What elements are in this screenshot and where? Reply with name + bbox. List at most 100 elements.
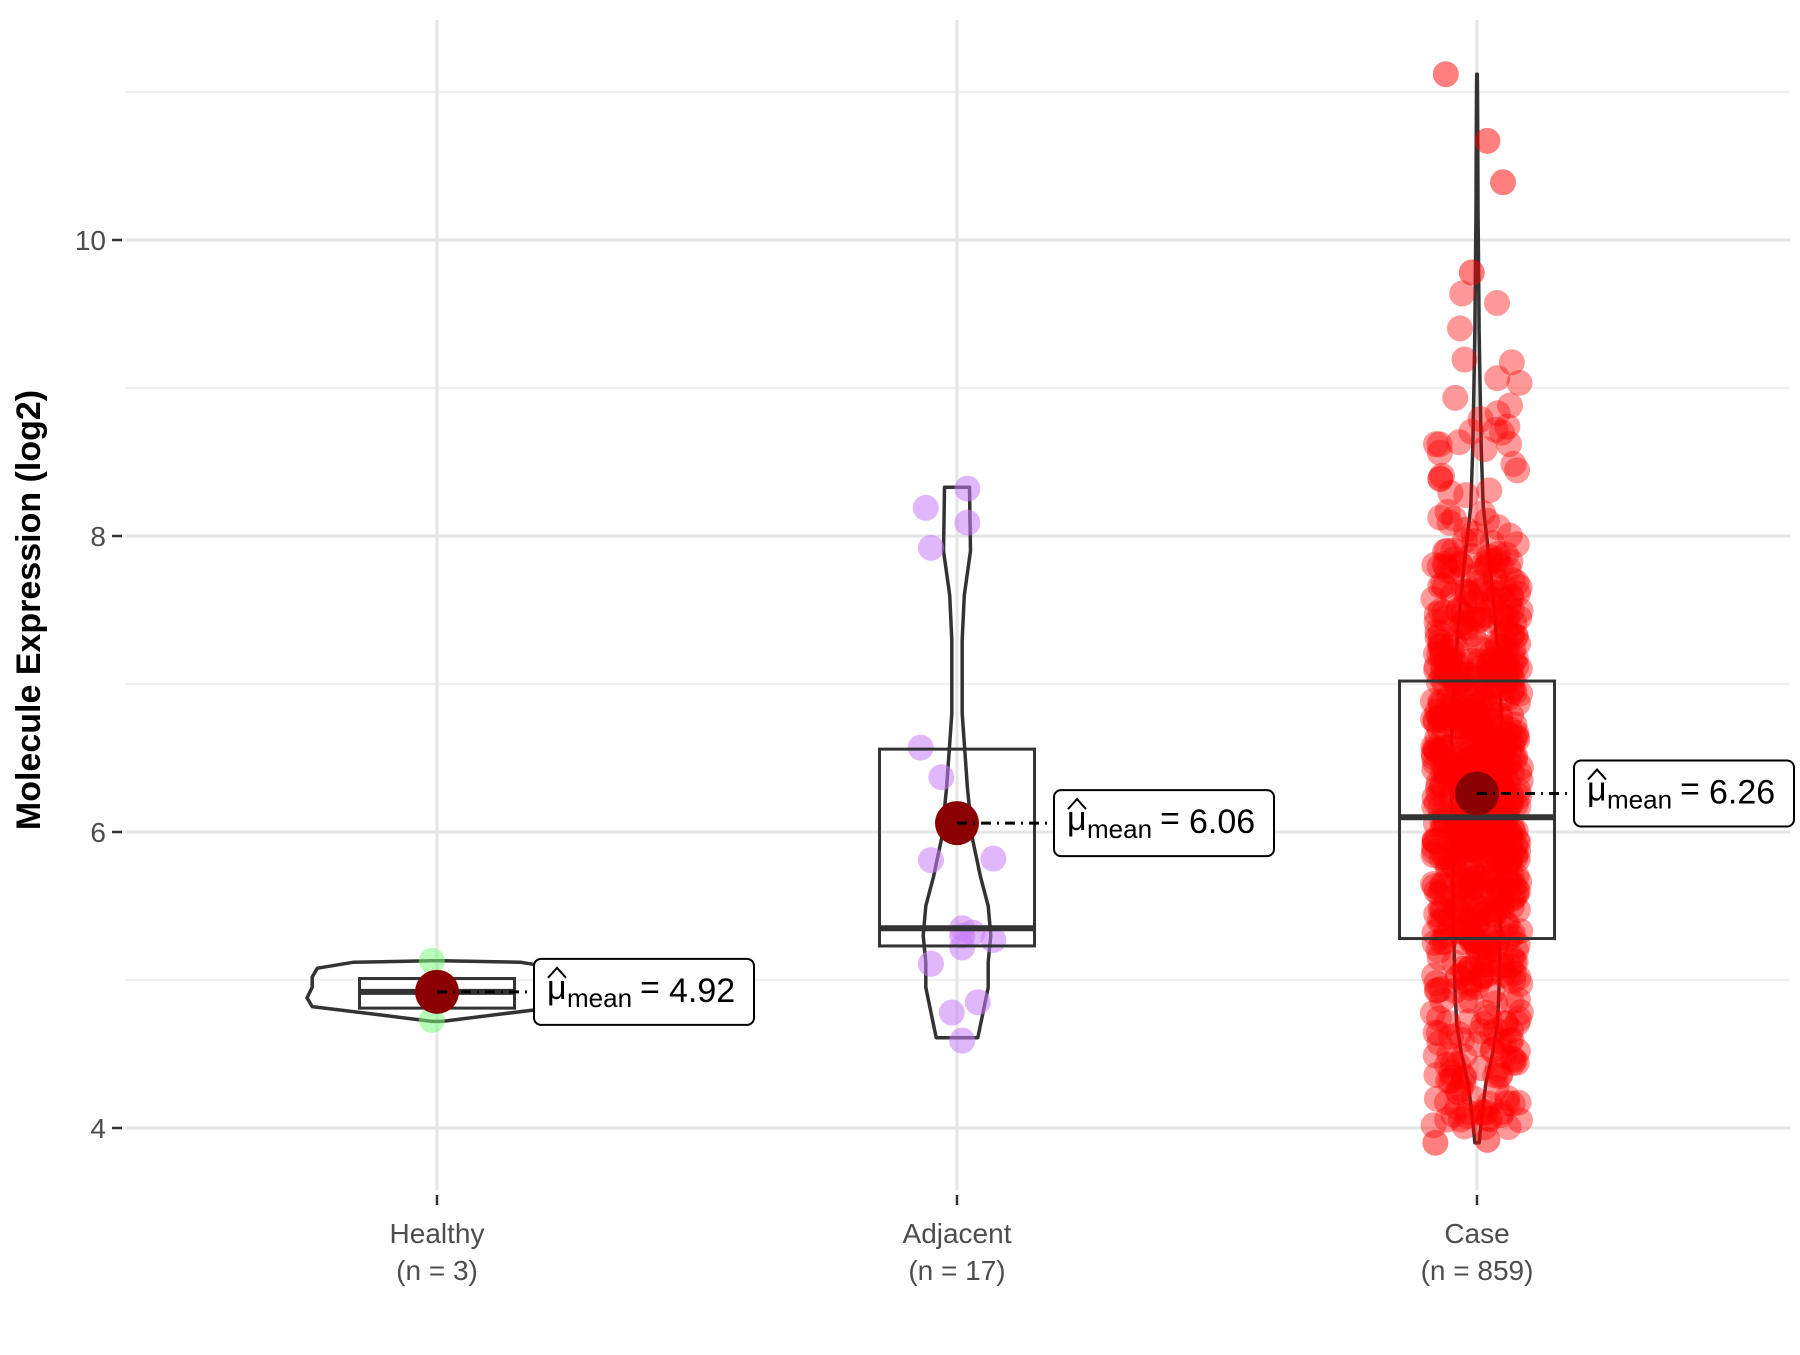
mean-label-value: 6.26	[1709, 774, 1775, 812]
data-point	[1427, 598, 1454, 625]
data-point	[1447, 552, 1474, 579]
data-point	[1422, 1129, 1449, 1156]
data-point	[1490, 739, 1517, 766]
data-point	[1435, 652, 1462, 679]
data-point	[1445, 839, 1472, 866]
data-point	[1475, 828, 1502, 855]
data-point	[1498, 665, 1525, 692]
data-point	[1476, 649, 1503, 676]
data-point	[1495, 740, 1522, 767]
data-point	[1475, 823, 1502, 850]
data-point	[1493, 807, 1520, 834]
data-point	[1494, 603, 1521, 630]
data-point	[1485, 887, 1512, 914]
data-point	[1478, 748, 1505, 775]
data-point	[1487, 738, 1514, 765]
data-point	[1458, 824, 1485, 851]
data-point	[1433, 734, 1460, 761]
mean-label-eq: =	[640, 969, 660, 1007]
data-point	[1462, 715, 1489, 742]
data-point	[1455, 867, 1482, 894]
data-point	[1435, 1009, 1462, 1036]
data-point	[1473, 657, 1500, 684]
data-point	[1423, 790, 1450, 817]
data-point	[1440, 537, 1467, 564]
data-point	[1479, 659, 1506, 686]
data-point	[1427, 688, 1454, 715]
data-point	[1441, 977, 1468, 1004]
x-tick-label: Adjacent	[903, 1218, 1012, 1249]
data-point	[1486, 816, 1513, 843]
data-point	[1444, 814, 1471, 841]
data-point	[1442, 384, 1469, 411]
y-tick-label: 8	[90, 521, 106, 552]
data-point	[1451, 527, 1478, 554]
data-point	[1444, 820, 1471, 847]
data-point	[1446, 315, 1473, 342]
data-point	[1502, 645, 1529, 672]
data-point	[1457, 923, 1484, 950]
x-tick-n-label: (n = 3)	[396, 1255, 478, 1286]
data-point	[1447, 653, 1474, 680]
data-point	[1429, 987, 1456, 1014]
data-point	[1464, 701, 1491, 728]
data-point	[1501, 679, 1528, 706]
data-point	[1422, 1042, 1449, 1069]
data-point	[1433, 659, 1460, 686]
data-point	[1441, 546, 1468, 573]
data-point	[1496, 866, 1523, 893]
data-point	[1499, 840, 1526, 867]
data-point	[1429, 908, 1456, 935]
data-point	[1502, 844, 1529, 871]
data-point	[1451, 1064, 1478, 1091]
data-point	[1422, 708, 1449, 735]
data-point	[1498, 782, 1525, 809]
data-point	[1495, 729, 1522, 756]
data-point	[1489, 814, 1516, 841]
data-point	[1458, 647, 1485, 674]
data-point	[1446, 891, 1473, 918]
data-point	[1484, 1055, 1511, 1082]
data-point	[1426, 431, 1453, 458]
data-point	[1501, 948, 1528, 975]
data-point	[1496, 818, 1523, 845]
mean-label-mu: μ	[547, 969, 567, 1007]
data-point	[1461, 874, 1488, 901]
data-point	[1474, 951, 1501, 978]
data-point	[1489, 952, 1516, 979]
data-point	[1458, 987, 1485, 1014]
data-point	[1464, 948, 1491, 975]
data-point	[1445, 1051, 1472, 1078]
data-point	[1448, 651, 1475, 678]
data-point	[1469, 500, 1496, 527]
data-point	[1439, 690, 1466, 717]
data-point	[1423, 608, 1450, 635]
data-point	[1468, 962, 1495, 989]
data-point	[1503, 723, 1530, 750]
data-point	[1438, 1023, 1465, 1050]
data-point	[1479, 837, 1506, 864]
data-point	[1481, 902, 1508, 929]
data-point	[1481, 586, 1508, 613]
data-point	[1469, 748, 1496, 775]
data-point	[1452, 591, 1479, 618]
data-point	[1473, 818, 1500, 845]
data-point	[1429, 758, 1456, 785]
x-tick-label: Healthy	[390, 1218, 485, 1249]
data-point	[1461, 696, 1488, 723]
data-point	[1499, 742, 1526, 769]
data-point	[1467, 1018, 1494, 1045]
data-point	[1507, 767, 1534, 794]
data-point	[1498, 893, 1525, 920]
data-point	[1492, 910, 1519, 937]
mean-label-sub: mean	[567, 983, 632, 1013]
data-point	[1506, 604, 1533, 631]
data-point	[1450, 955, 1477, 982]
data-point	[1423, 653, 1450, 680]
data-point	[1431, 746, 1458, 773]
data-point	[1480, 902, 1507, 929]
data-point	[1470, 687, 1497, 714]
data-point	[1422, 735, 1449, 762]
data-point	[1462, 912, 1489, 939]
data-point	[1457, 542, 1484, 569]
